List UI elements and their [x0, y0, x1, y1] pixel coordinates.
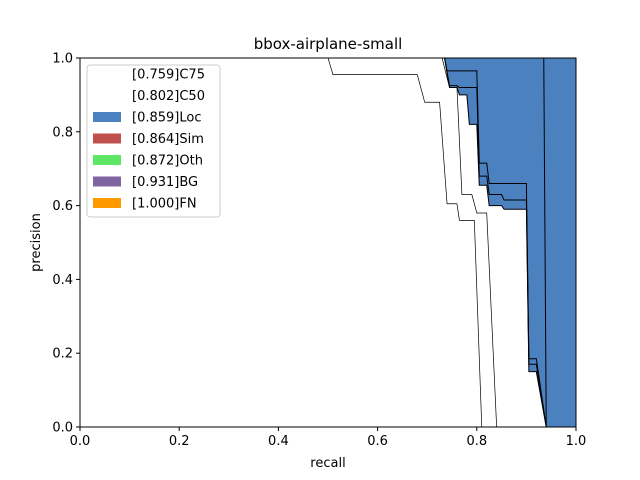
legend-swatch-sim: [93, 133, 121, 144]
y-tick-label: 1.0: [52, 52, 73, 67]
legend-label-sim: [0.864]Sim: [132, 132, 204, 147]
x-tick-label: 0.6: [367, 434, 388, 449]
x-tick-label: 1.0: [566, 434, 587, 449]
series-area-loc: [80, 58, 576, 427]
legend-label-bg: [0.931]BG: [132, 175, 198, 190]
legend-label-oth: [0.872]Oth: [132, 154, 203, 169]
legend-swatch-c50: [93, 90, 121, 101]
y-tick-label: 0.8: [52, 125, 73, 140]
x-tick-label: 0.0: [70, 434, 91, 449]
legend-swatch-bg: [93, 176, 121, 187]
y-tick-label: 0.0: [52, 421, 73, 436]
series-line-sim: [80, 58, 576, 427]
chart-title: bbox-airplane-small: [254, 35, 403, 53]
legend-label-c50: [0.802]C50: [132, 89, 205, 104]
x-tick-label: 0.8: [466, 434, 487, 449]
legend-label-c75: [0.759]C75: [132, 68, 205, 83]
plot-frame: [79, 57, 577, 428]
series-line-c50: [80, 58, 576, 427]
legend-swatch-c75: [93, 69, 121, 79]
y-tick-label: 0.6: [52, 199, 73, 214]
legend-swatch-loc: [93, 112, 121, 122]
legend-swatch-oth: [93, 155, 121, 165]
legend-swatch-fn: [93, 198, 121, 208]
legend-label-fn: [1.000]FN: [132, 197, 197, 212]
series-line-bg: [80, 58, 576, 427]
y-axis-label: precision: [29, 213, 44, 272]
legend-label-loc: [0.859]Loc: [132, 111, 201, 126]
y-tick-label: 0.4: [52, 273, 73, 288]
x-tick-label: 0.2: [169, 434, 190, 449]
x-tick-label: 0.4: [268, 434, 289, 449]
series-line-oth: [80, 58, 576, 427]
series-line-c75: [80, 58, 576, 427]
x-axis-label: recall: [310, 456, 345, 471]
legend: [0.759]C75 [0.802]C50 [0.859]Loc [0.864]Sim…: [86, 64, 221, 218]
y-tick-label: 0.2: [52, 347, 73, 362]
